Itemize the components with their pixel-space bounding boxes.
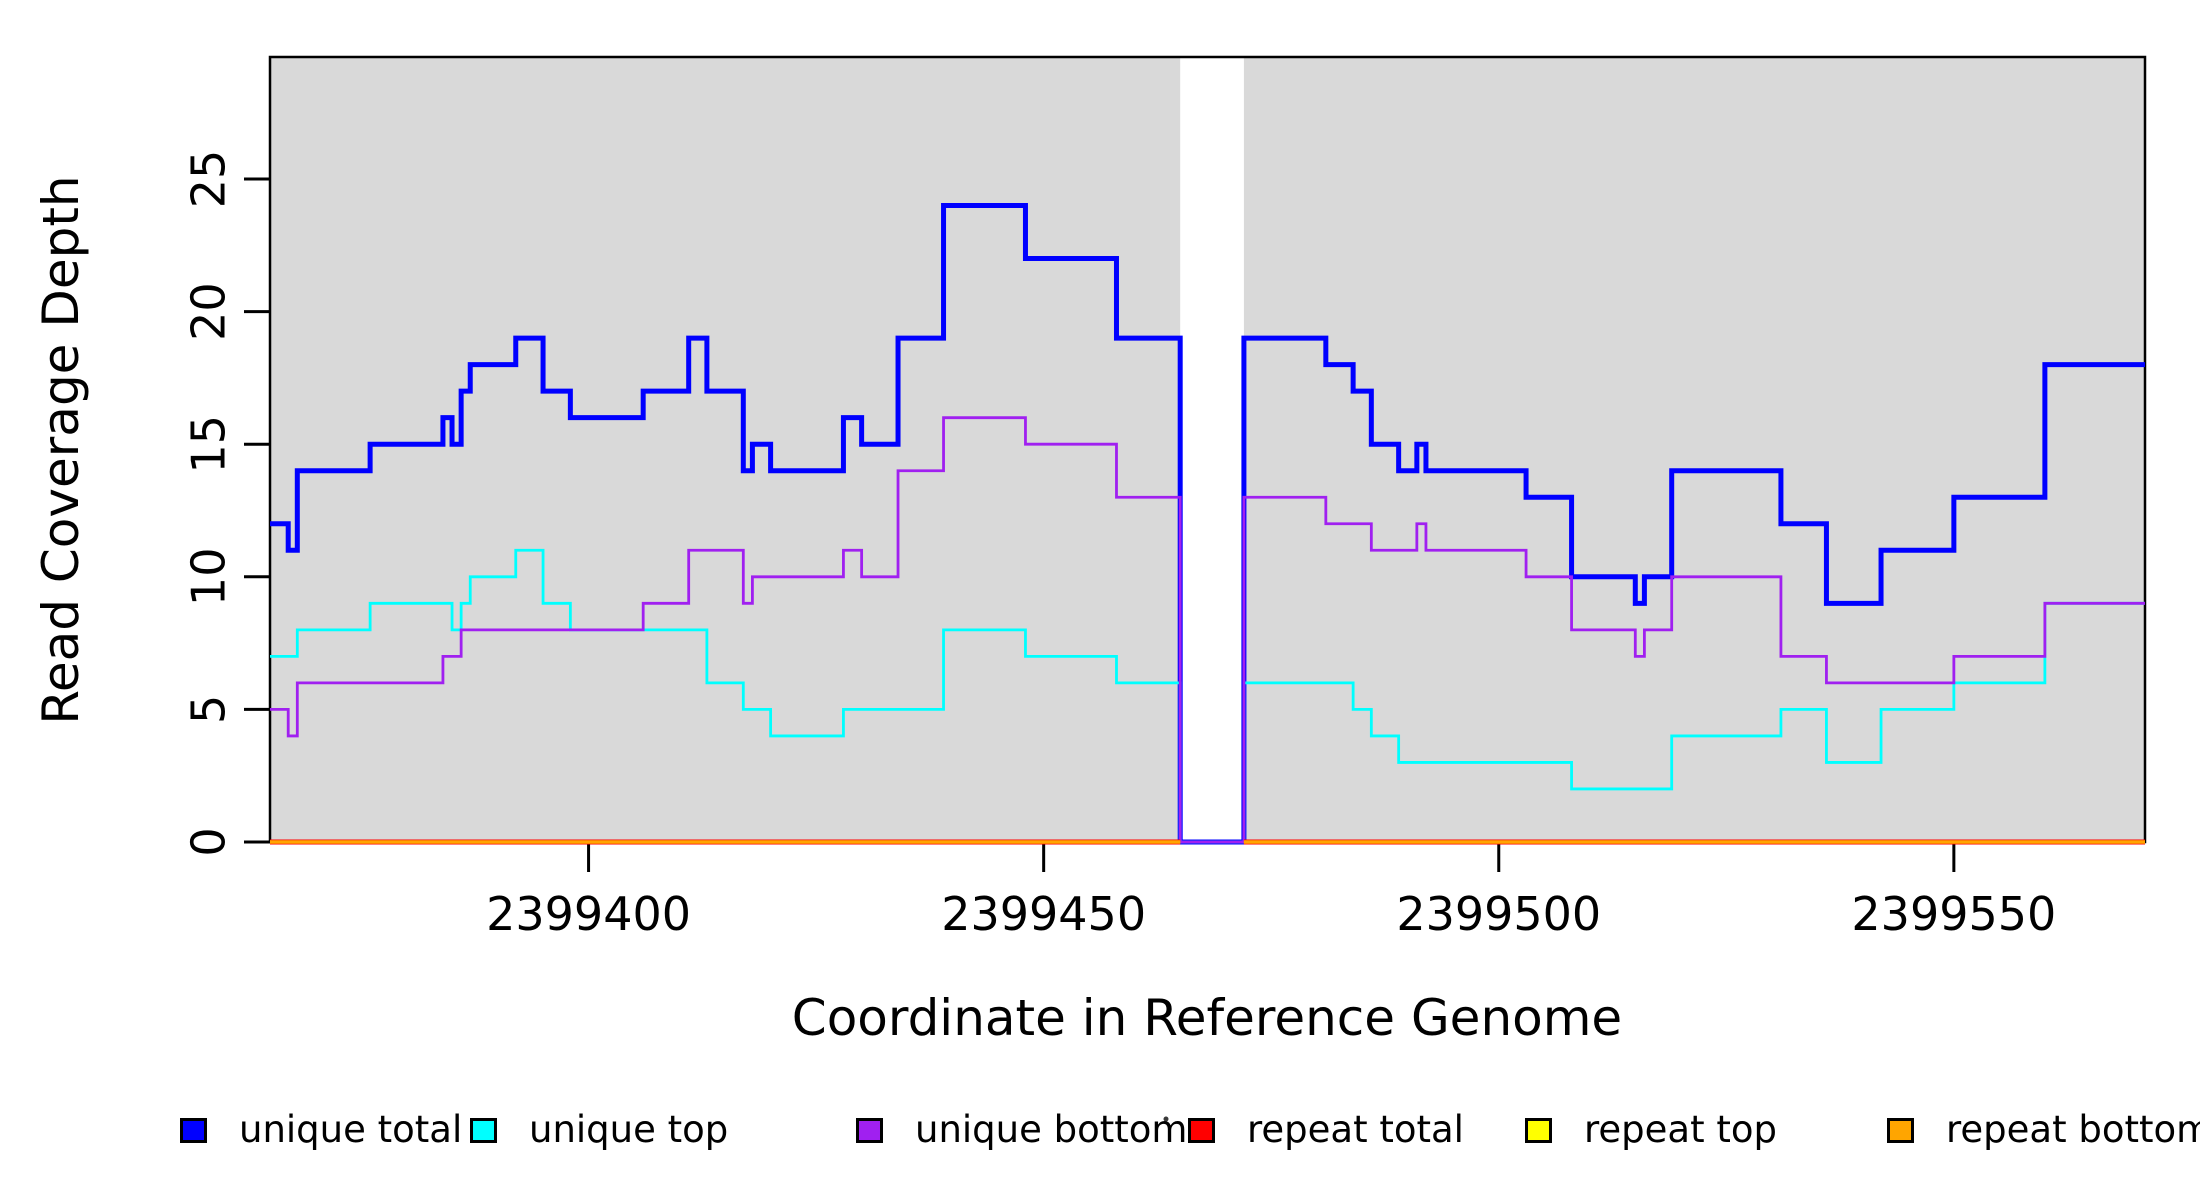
repeat-total-swatch bbox=[1188, 1117, 1215, 1143]
legend-item-repeat-total: repeat total bbox=[1188, 1100, 1464, 1160]
legend-item-unique-top: unique top bbox=[470, 1100, 728, 1160]
legend-label: repeat bottom bbox=[1946, 1108, 2200, 1151]
x-axis-title: Coordinate in Reference Genome bbox=[792, 989, 1622, 1047]
unique-top-swatch bbox=[470, 1117, 497, 1143]
alignment-region-2 bbox=[1243, 57, 2145, 842]
x-tick-label: 2399500 bbox=[1396, 887, 1601, 941]
series-line-unique_top bbox=[270, 548, 2145, 844]
legend-label: repeat top bbox=[1584, 1108, 1777, 1151]
y-tick-label: 10 bbox=[182, 548, 236, 607]
series-line-unique_total bbox=[270, 203, 2145, 845]
unique-total-swatch bbox=[180, 1117, 207, 1143]
legend-item-unique-total: unique total bbox=[180, 1100, 462, 1160]
x-tick-label: 2399400 bbox=[486, 887, 691, 941]
legend-item-repeat-top: repeat top bbox=[1525, 1100, 1777, 1160]
y-tick-label: 20 bbox=[182, 282, 236, 341]
y-tick-label: 25 bbox=[182, 150, 236, 209]
unique-bottom-swatch bbox=[856, 1117, 883, 1143]
x-tick-label: 2399550 bbox=[1851, 887, 2056, 941]
legend-label: unique top bbox=[529, 1108, 729, 1151]
y-tick-label: 5 bbox=[182, 695, 236, 724]
axis-ticks: 0 5 10 15 20 25 2399400 2399450 2399500 2399550 bbox=[182, 150, 2057, 941]
legend-item-repeat-bottom: repeat bottom bbox=[1887, 1100, 2200, 1160]
legend-item-unique-bottom: unique bottom bbox=[856, 1100, 1187, 1160]
legend-label: unique bottom bbox=[915, 1108, 1188, 1151]
series-line-unique_bottom bbox=[270, 416, 2145, 844]
legend: unique total unique top unique bottom repea… bbox=[0, 1100, 2200, 1160]
legend-label: repeat total bbox=[1247, 1108, 1464, 1151]
stray-mark bbox=[1163, 1116, 1169, 1122]
alignment-region-backgrounds bbox=[270, 57, 2145, 842]
coverage-series-lines bbox=[270, 203, 2145, 845]
x-tick-label: 2399450 bbox=[941, 887, 1146, 941]
y-axis-title: Read Coverage Depth bbox=[32, 175, 90, 724]
legend-label: unique total bbox=[239, 1108, 463, 1151]
y-tick-label: 15 bbox=[182, 415, 236, 474]
repeat-bottom-swatch bbox=[1887, 1117, 1914, 1143]
repeat-top-swatch bbox=[1525, 1117, 1552, 1143]
y-tick-label: 0 bbox=[182, 827, 236, 856]
alignment-region-1 bbox=[270, 57, 1181, 842]
